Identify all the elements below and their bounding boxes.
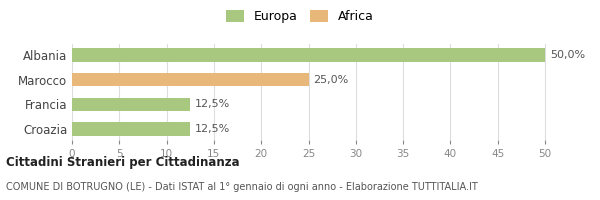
Bar <box>72 73 308 86</box>
Text: 12,5%: 12,5% <box>195 124 230 134</box>
Bar <box>72 122 190 136</box>
Text: COMUNE DI BOTRUGNO (LE) - Dati ISTAT al 1° gennaio di ogni anno - Elaborazione T: COMUNE DI BOTRUGNO (LE) - Dati ISTAT al … <box>6 182 478 192</box>
Text: 50,0%: 50,0% <box>550 50 585 60</box>
Bar <box>72 98 190 111</box>
Text: 25,0%: 25,0% <box>313 75 349 85</box>
Text: Cittadini Stranieri per Cittadinanza: Cittadini Stranieri per Cittadinanza <box>6 156 239 169</box>
Bar <box>72 48 545 62</box>
Text: 12,5%: 12,5% <box>195 99 230 109</box>
Legend: Europa, Africa: Europa, Africa <box>224 7 376 25</box>
